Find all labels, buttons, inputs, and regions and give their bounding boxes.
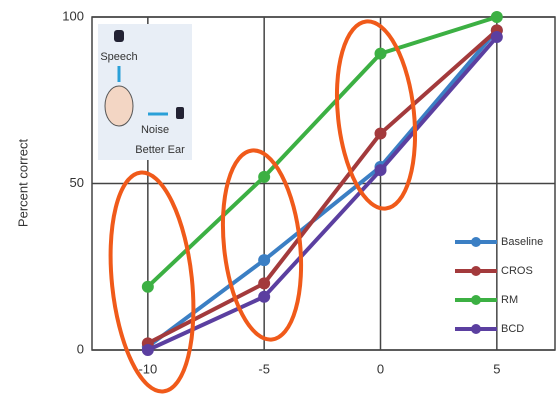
x-tick-label: 0 <box>377 361 384 376</box>
legend-marker <box>471 266 481 276</box>
data-point <box>258 254 270 266</box>
legend-label: Baseline <box>501 236 543 248</box>
series-line <box>148 17 497 287</box>
head-icon <box>105 86 133 126</box>
legend-label: RM <box>501 294 518 306</box>
data-point <box>258 171 270 183</box>
speaker-icon <box>114 30 124 42</box>
x-tick-label: -5 <box>258 361 270 376</box>
x-tick-label: 5 <box>493 361 500 376</box>
data-point <box>375 128 387 140</box>
series-line <box>148 30 497 343</box>
y-axis-label: Percent correct <box>15 139 30 228</box>
data-point <box>258 277 270 289</box>
data-point <box>258 291 270 303</box>
data-point <box>142 281 154 293</box>
series-line <box>148 37 497 350</box>
data-point <box>491 31 503 43</box>
data-point <box>375 48 387 60</box>
chart: Percent correct 0 50 100 -10 -5 0 5 Baseline CRO… <box>0 0 557 398</box>
legend-marker <box>471 324 481 334</box>
data-point <box>375 164 387 176</box>
inset-label: Noise <box>141 124 169 136</box>
legend-marker <box>471 237 481 247</box>
inset-label: Better Ear <box>135 144 185 156</box>
speaker-icon <box>176 107 184 119</box>
y-tick-label: 50 <box>70 175 84 190</box>
data-point <box>142 344 154 356</box>
inset: Speech Noise Better Ear <box>98 24 192 160</box>
legend-marker <box>471 295 481 305</box>
x-tick-label: -10 <box>138 361 157 376</box>
legend-label: CROS <box>501 265 533 277</box>
y-tick-label: 0 <box>77 341 84 356</box>
legend-label: BCD <box>501 323 524 335</box>
inset-label: Speech <box>100 51 137 63</box>
y-tick-label: 100 <box>62 8 84 23</box>
data-point <box>491 11 503 23</box>
